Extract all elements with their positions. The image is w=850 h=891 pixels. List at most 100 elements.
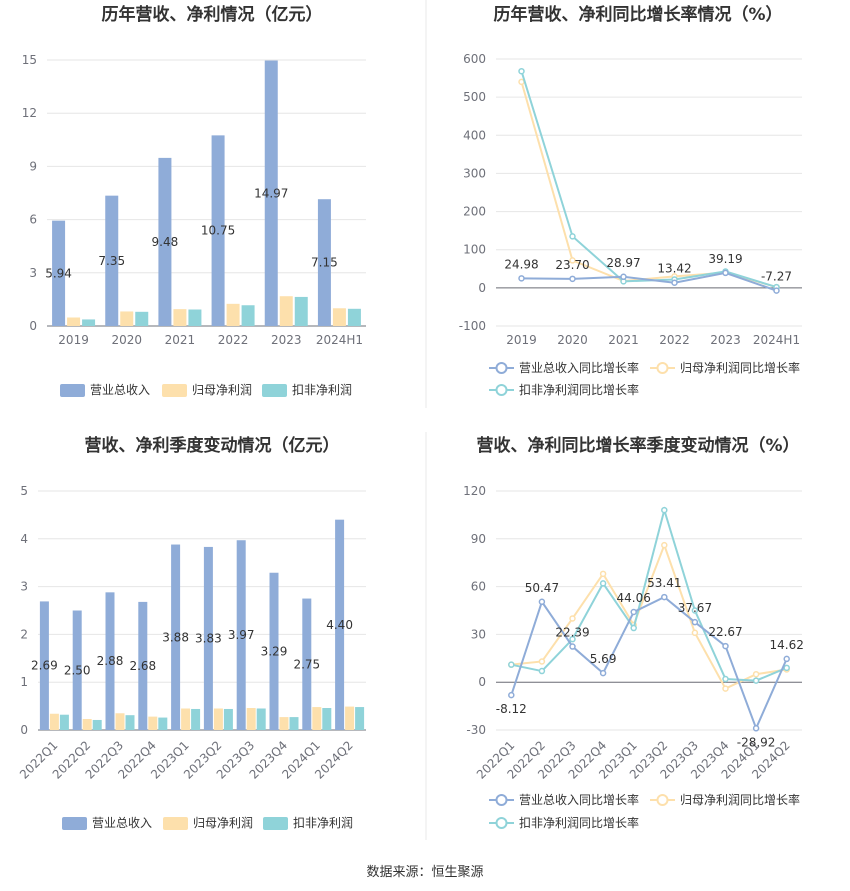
- bar: [158, 157, 172, 326]
- data-label: 2.69: [31, 659, 58, 673]
- bar: [82, 319, 96, 326]
- legend-swatch-marker: [495, 384, 508, 396]
- x-tick-label: 2020: [111, 333, 142, 347]
- legend-label: 营业总收入同比增长率: [519, 792, 639, 807]
- data-point: [722, 675, 729, 683]
- chart-annual-revenue-profit: 历年营收、净利情况（亿元） 0 3 6 9 12 15 2019 2020 2021 2022 20…: [22, 4, 366, 397]
- data-label: 9.48: [152, 235, 179, 249]
- legend-swatch-marker: [495, 817, 508, 829]
- y-tick-label: 2: [20, 627, 28, 641]
- series-line: [511, 506, 788, 682]
- data-label: -28.92: [737, 735, 776, 749]
- data-point: [722, 642, 729, 650]
- series-line: [511, 542, 787, 690]
- legend-label: 归母净利润: [193, 816, 253, 830]
- bar: [203, 546, 213, 730]
- bar: [256, 708, 266, 730]
- data-point: [569, 275, 576, 283]
- data-label: 10.75: [201, 224, 235, 238]
- bar: [347, 308, 361, 326]
- data-point: [569, 643, 576, 650]
- x-tick-label: 2022: [218, 333, 249, 347]
- legend-swatch: [263, 817, 288, 830]
- bar: [294, 296, 308, 326]
- x-tick-label: 2021: [608, 333, 639, 347]
- bar: [345, 706, 355, 730]
- bar: [115, 713, 125, 730]
- y-tick-label: 0: [20, 723, 28, 737]
- y-tick-label: 100: [463, 243, 486, 257]
- data-label: 39.19: [708, 252, 742, 266]
- data-label: 14.62: [770, 638, 804, 652]
- x-tick-label: 2019: [506, 333, 537, 347]
- data-label: 5.69: [590, 652, 617, 666]
- y-tick-label: 5: [20, 484, 28, 498]
- legend-label: 扣非净利润同比增长率: [519, 382, 639, 397]
- bar: [279, 717, 289, 730]
- bar: [72, 610, 82, 730]
- bar: [269, 572, 279, 730]
- bar: [188, 309, 202, 326]
- x-tick-label: 2022: [659, 333, 690, 347]
- bar: [120, 311, 134, 326]
- x-tick-label: 2019: [58, 333, 89, 347]
- bar: [105, 592, 115, 730]
- bar: [335, 519, 345, 730]
- y-tick-label: 60: [471, 580, 486, 594]
- y-tick-label: 3: [20, 580, 28, 594]
- chart-title: 营收、净利同比增长率季度变动情况（%）: [476, 435, 799, 456]
- bar: [125, 715, 135, 730]
- data-point: [508, 661, 515, 668]
- legend-swatch-marker: [495, 794, 508, 806]
- bar: [173, 309, 187, 326]
- data-label: 7.15: [311, 256, 338, 270]
- data-point: [620, 273, 627, 281]
- data-label: 3.97: [228, 628, 255, 642]
- data-label: -7.27: [761, 270, 792, 284]
- y-tick-label: 1: [20, 675, 28, 689]
- data-label: 2.68: [129, 659, 156, 673]
- y-tick-label: 500: [463, 90, 486, 104]
- data-label: 28.97: [606, 256, 640, 270]
- data-point: [569, 615, 576, 622]
- legend-label: 归母净利润同比增长率: [680, 792, 800, 807]
- y-tick-label: 400: [463, 128, 486, 142]
- y-tick-label: 6: [29, 213, 37, 227]
- legend-swatch: [162, 384, 187, 397]
- data-label: 5.94: [45, 266, 72, 280]
- bar: [223, 708, 233, 730]
- x-tick-label: 2023: [271, 333, 302, 347]
- bar: [279, 296, 293, 326]
- bar: [148, 716, 158, 730]
- legend-label: 扣非净利润: [292, 383, 352, 397]
- bar: [181, 708, 191, 730]
- y-tick-label: 30: [471, 627, 486, 641]
- bar: [241, 305, 255, 326]
- data-point: [691, 629, 699, 637]
- data-point: [773, 287, 780, 294]
- data-point: [569, 635, 576, 643]
- legend-swatch-marker: [495, 362, 508, 374]
- data-label: 7.35: [98, 254, 125, 268]
- data-point: [691, 618, 699, 626]
- data-label: 2.50: [64, 663, 91, 677]
- data-point: [508, 691, 515, 699]
- legend-swatch-marker: [656, 794, 669, 806]
- data-source-note: 数据来源：恒生聚源: [366, 865, 483, 880]
- bar: [59, 714, 69, 730]
- bar: [312, 707, 322, 730]
- y-tick-label: 120: [463, 484, 486, 498]
- y-tick-label: 4: [20, 532, 28, 546]
- legend-swatch: [163, 817, 188, 830]
- bar: [317, 199, 331, 326]
- legend-label: 归母净利润同比增长率: [680, 360, 800, 375]
- legend-label: 营业总收入: [92, 816, 152, 830]
- x-tick-label: 2023: [710, 333, 741, 347]
- data-point: [538, 658, 546, 665]
- y-tick-label: 3: [29, 266, 37, 280]
- data-point: [722, 685, 729, 692]
- data-label: 44.06: [617, 591, 651, 605]
- bar: [49, 713, 59, 730]
- data-point: [569, 257, 576, 264]
